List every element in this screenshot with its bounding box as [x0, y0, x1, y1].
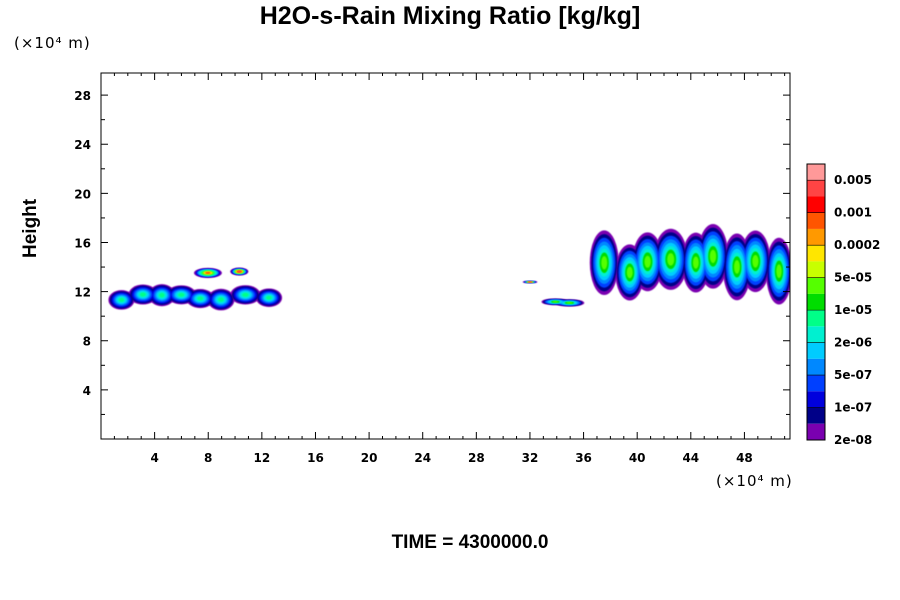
colorbar-segment [807, 245, 825, 262]
contour-cell [667, 253, 675, 266]
contour-cell [566, 302, 573, 304]
colorbar-segment [807, 293, 825, 311]
x-tick-label: 44 [682, 451, 699, 465]
colorbar-segment [807, 196, 825, 213]
colorbar-label: 5e-05 [834, 271, 872, 285]
time-label: TIME = 4300000.0 [391, 532, 549, 553]
x-tick-label: 20 [361, 451, 378, 465]
colorbar-segment [807, 261, 825, 278]
contour-cell [734, 260, 740, 274]
x-axis-unit: (×10⁴ m) [716, 472, 793, 490]
contour-cell [776, 264, 782, 278]
contour-cell [197, 296, 204, 301]
colorbar-label: 2e-06 [834, 336, 872, 350]
contour-cell [178, 292, 185, 297]
colorbar-segment [807, 164, 825, 181]
contour-cell [139, 292, 146, 297]
contour-cell [237, 270, 242, 273]
y-tick-label: 20 [74, 187, 91, 201]
colorbar-segment [807, 180, 825, 197]
y-tick-label: 16 [74, 236, 91, 250]
y-axis-unit: (×10⁴ m) [14, 34, 91, 52]
contour-cell [644, 255, 651, 268]
y-tick-label: 24 [74, 138, 91, 152]
contour-cell [528, 281, 532, 283]
colorbar-segment [807, 391, 825, 408]
contour-cell [692, 256, 699, 269]
y-tick-label: 28 [74, 89, 91, 103]
colorbar-label: 5e-07 [834, 368, 872, 382]
contour-cell [266, 295, 272, 300]
colorbar-segment [807, 423, 825, 440]
x-tick-label: 36 [575, 451, 592, 465]
x-tick-label: 48 [736, 451, 753, 465]
colorbar-segment [807, 358, 825, 376]
y-tick-label: 4 [83, 384, 91, 398]
colorbar-label: 2e-08 [834, 433, 872, 447]
x-tick-label: 32 [522, 451, 539, 465]
contour-cell [159, 292, 165, 298]
colorbar-segment [807, 228, 825, 246]
colorbar-segment [807, 407, 825, 424]
colorbar-label: 1e-05 [834, 303, 872, 317]
colorbar: 0.005 0.001 0.0002 5e-05 1e-05 2e-06 5e-07 1e-0… [806, 163, 880, 447]
contour-regions [108, 223, 790, 311]
contour-cell [118, 297, 125, 302]
y-tick-label: 12 [74, 286, 91, 300]
contour-cell [752, 254, 759, 268]
contour-cell [601, 256, 608, 270]
contour-cell [218, 297, 224, 302]
x-tick-label: 28 [468, 451, 485, 465]
colorbar-segment [807, 375, 825, 392]
contour-cell [242, 292, 249, 297]
x-tick-label: 16 [307, 451, 324, 465]
x-tick-label: 8 [204, 451, 212, 465]
x-tick-label: 12 [254, 451, 271, 465]
x-tick-label: 40 [629, 451, 646, 465]
colorbar-label: 0.0002 [834, 238, 880, 252]
contour-cell [552, 301, 559, 303]
contour-cell [709, 249, 717, 263]
chart-title: H2O-s-Rain Mixing Ratio [kg/kg] [259, 2, 641, 30]
colorbar-segment [807, 212, 825, 229]
colorbar-segment [807, 326, 825, 343]
colorbar-segment [807, 277, 825, 294]
colorbar-label: 0.005 [834, 173, 872, 187]
colorbar-segment [807, 310, 825, 327]
colorbar-segment [807, 342, 825, 359]
colorbar-label: 0.001 [834, 206, 872, 220]
contour-cell [205, 271, 211, 274]
colorbar-label: 1e-07 [834, 401, 872, 415]
x-tick-label: 24 [414, 451, 431, 465]
plot-frame [100, 72, 791, 440]
y-tick-label: 8 [83, 335, 91, 349]
contour-cell [626, 266, 633, 279]
x-tick-label: 4 [150, 451, 158, 465]
